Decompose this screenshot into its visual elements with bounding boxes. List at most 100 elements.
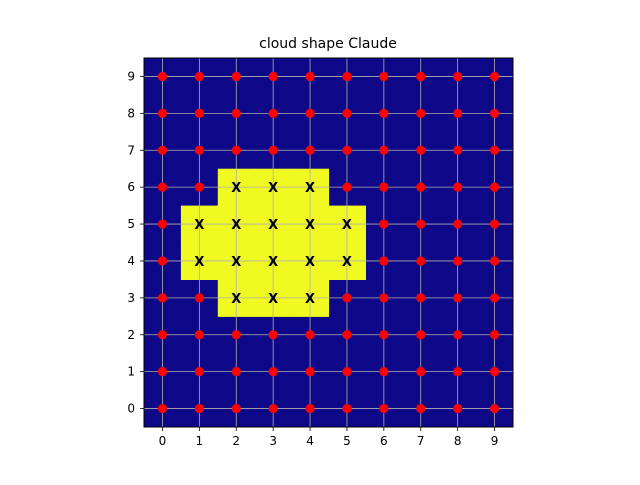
grid-dot bbox=[305, 330, 315, 340]
grid-dot bbox=[194, 403, 204, 414]
grid-dot bbox=[489, 108, 500, 118]
x-tick-label: 5 bbox=[343, 434, 351, 448]
grid-dot bbox=[453, 219, 463, 229]
x-tick-label: 2 bbox=[232, 434, 240, 448]
grid-dot bbox=[489, 293, 500, 303]
chart-title: cloud shape Claude bbox=[259, 36, 397, 52]
grid-dot bbox=[268, 71, 278, 82]
cloud-x-marker: X bbox=[268, 292, 278, 307]
x-tick-label: 0 bbox=[159, 434, 167, 448]
grid-dot bbox=[157, 330, 168, 340]
grid-dot bbox=[342, 71, 352, 82]
grid-dot bbox=[489, 71, 500, 82]
grid-dot bbox=[268, 145, 278, 155]
grid-dot bbox=[157, 145, 168, 155]
x-tick-label: 6 bbox=[380, 434, 388, 448]
grid-dot bbox=[157, 367, 168, 377]
grid-dot bbox=[489, 403, 500, 414]
cloud-x-marker: X bbox=[194, 218, 204, 233]
grid-dot bbox=[231, 108, 241, 118]
grid-dot bbox=[489, 219, 500, 229]
grid-dot bbox=[453, 256, 463, 266]
y-tick-label: 6 bbox=[127, 180, 135, 194]
plot-frame bbox=[143, 57, 514, 428]
grid-dot bbox=[268, 403, 278, 414]
grid-dot bbox=[416, 145, 426, 155]
x-tick-label: 8 bbox=[454, 434, 462, 448]
grid-dot bbox=[379, 182, 389, 192]
grid-dot bbox=[231, 367, 241, 377]
y-tick-label: 1 bbox=[127, 365, 135, 379]
grid-dot bbox=[194, 330, 204, 340]
grid-dot bbox=[489, 182, 500, 192]
plot-area: X X X X X X X X X X X X X X X X 0 1 2 3 4 5 6 7 8 9 0 1 2 3 4 5 6 7 8 9 bbox=[127, 57, 514, 448]
grid-dot bbox=[157, 293, 168, 303]
grid-dot bbox=[157, 108, 168, 118]
grid-dot bbox=[194, 145, 204, 155]
cloud-x-marker: X bbox=[342, 218, 352, 233]
cloud-x-marker: X bbox=[231, 292, 241, 307]
grid-dot bbox=[342, 108, 352, 118]
y-tick-label: 9 bbox=[127, 69, 135, 83]
y-tick-label: 0 bbox=[127, 402, 135, 416]
y-tick-label: 2 bbox=[127, 328, 135, 342]
grid-dot bbox=[268, 108, 278, 118]
grid-dot bbox=[379, 145, 389, 155]
grid-dot bbox=[489, 330, 500, 340]
grid-dot bbox=[305, 403, 315, 414]
x-tick-label: 7 bbox=[417, 434, 425, 448]
grid-dot bbox=[268, 330, 278, 340]
grid-dot bbox=[305, 108, 315, 118]
grid-dot bbox=[379, 293, 389, 303]
grid-dot bbox=[194, 367, 204, 377]
y-tick-label: 4 bbox=[127, 254, 135, 268]
cloud-x-marker: X bbox=[268, 255, 278, 270]
grid-dot bbox=[416, 403, 426, 414]
grid-dot bbox=[453, 145, 463, 155]
grid-dot bbox=[268, 367, 278, 377]
grid-dot bbox=[379, 403, 389, 414]
grid-dot bbox=[416, 219, 426, 229]
cloud-x-marker: X bbox=[268, 181, 278, 196]
grid-dot bbox=[453, 182, 463, 192]
x-tick-label: 9 bbox=[491, 434, 499, 448]
grid-dot bbox=[157, 182, 168, 192]
grid-dot bbox=[157, 219, 168, 229]
grid-dot bbox=[231, 145, 241, 155]
grid-dot bbox=[489, 367, 500, 377]
grid-dot bbox=[379, 108, 389, 118]
grid-dot bbox=[194, 71, 204, 82]
grid-dot bbox=[379, 71, 389, 82]
grid-dot bbox=[194, 293, 204, 303]
x-tick-label: 4 bbox=[306, 434, 314, 448]
grid-dot bbox=[342, 182, 352, 192]
x-tick-label: 1 bbox=[196, 434, 204, 448]
grid-dot bbox=[194, 182, 204, 192]
grid-dot bbox=[379, 330, 389, 340]
grid-dot bbox=[416, 256, 426, 266]
grid-dot bbox=[416, 108, 426, 118]
grid-dot bbox=[416, 182, 426, 192]
grid-dot bbox=[342, 403, 352, 414]
cloud-x-marker: X bbox=[194, 255, 204, 270]
grid-dot bbox=[342, 330, 352, 340]
grid-dot bbox=[416, 293, 426, 303]
cloud-x-marker: X bbox=[305, 292, 315, 307]
cloud-x-marker: X bbox=[231, 181, 241, 196]
grid-dot bbox=[231, 71, 241, 82]
grid-dot bbox=[379, 367, 389, 377]
grid-dot bbox=[489, 145, 500, 155]
grid-dot bbox=[157, 256, 168, 266]
cloud-x-marker: X bbox=[231, 255, 241, 270]
y-tick-label: 8 bbox=[127, 106, 135, 120]
grid-dot bbox=[453, 293, 463, 303]
grid-dot bbox=[305, 145, 315, 155]
cloud-x-marker: X bbox=[231, 218, 241, 233]
grid-dot bbox=[305, 367, 315, 377]
grid-dot bbox=[416, 71, 426, 82]
y-tick-label: 7 bbox=[127, 143, 135, 157]
grid-dot bbox=[416, 330, 426, 340]
grid-dot bbox=[453, 71, 463, 82]
